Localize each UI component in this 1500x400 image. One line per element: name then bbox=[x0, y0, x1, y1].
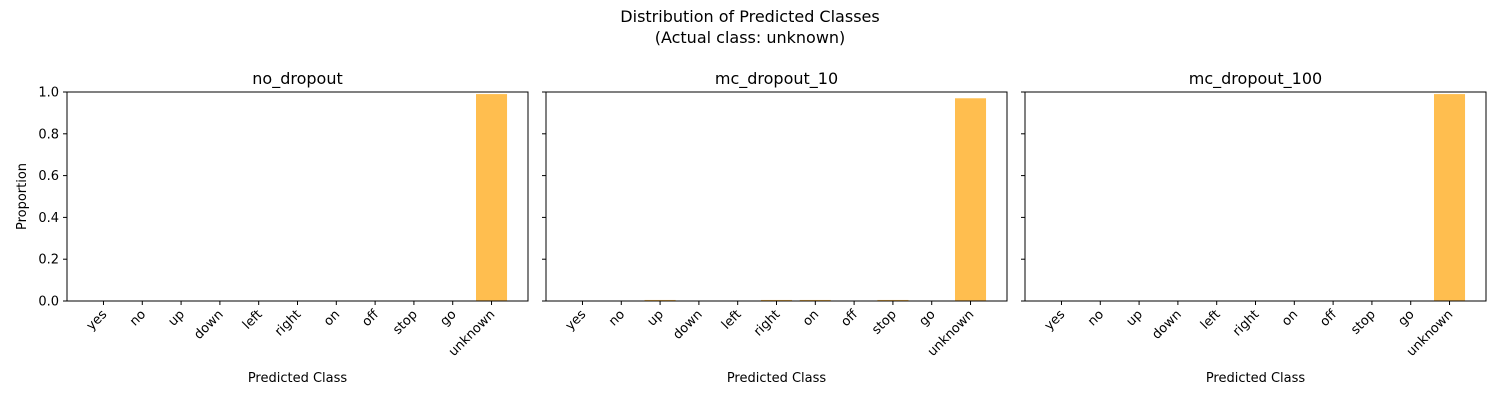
bar-unknown bbox=[476, 94, 508, 301]
x-tick-label-no: no bbox=[127, 307, 149, 329]
x-tick-label-no: no bbox=[606, 307, 628, 329]
x-tick-label-yes: yes bbox=[84, 307, 111, 334]
y-tick-label: 0.2 bbox=[38, 253, 59, 268]
y-axis-label: Proportion bbox=[15, 163, 30, 230]
x-tick-label-go: go bbox=[437, 307, 459, 329]
bar-unknown bbox=[955, 98, 987, 302]
bar-up bbox=[644, 299, 676, 301]
bar-right bbox=[760, 299, 793, 301]
plot-frame bbox=[66, 91, 529, 302]
x-tick-label-yes: yes bbox=[563, 307, 590, 334]
x-tick-label-off: off bbox=[1317, 306, 1340, 329]
x-tick-label-left: left bbox=[719, 307, 745, 333]
x-tick-label-right: right bbox=[751, 307, 783, 339]
x-tick-label-down: down bbox=[191, 307, 226, 342]
panel-title: no_dropout bbox=[252, 69, 342, 89]
panel-title: mc_dropout_10 bbox=[715, 69, 838, 89]
bar-unknown bbox=[1434, 94, 1466, 301]
y-tick-label: 0.8 bbox=[38, 127, 59, 142]
y-tick-label: 0.4 bbox=[38, 211, 59, 226]
x-tick-label-go: go bbox=[916, 307, 938, 329]
x-tick-label-stop: stop bbox=[390, 307, 420, 337]
x-tick-label-yes: yes bbox=[1042, 307, 1069, 334]
figure-subtitle: (Actual class: unknown) bbox=[655, 28, 846, 47]
plot-frame bbox=[1024, 91, 1487, 302]
x-tick-label-left: left bbox=[240, 307, 266, 333]
y-tick-label: 0.0 bbox=[38, 295, 59, 310]
x-tick-label-on: on bbox=[321, 307, 343, 329]
x-tick-label-down: down bbox=[1149, 307, 1184, 342]
figure-title: Distribution of Predicted Classes bbox=[620, 7, 879, 26]
bar-stop bbox=[877, 299, 909, 301]
panel-title: mc_dropout_100 bbox=[1189, 69, 1322, 89]
x-tick-label-up: up bbox=[166, 307, 188, 329]
panel-no_dropout: no_dropout 0.0 0.2 0.4 0.6 0.8 1.0 yes no up down l… bbox=[15, 69, 529, 386]
x-tick-label-right: right bbox=[272, 307, 304, 339]
x-axis-label: Predicted Class bbox=[727, 371, 827, 386]
x-tick-label-right: right bbox=[1230, 307, 1262, 339]
x-tick-label-go: go bbox=[1395, 307, 1417, 329]
x-tick-label-left: left bbox=[1198, 307, 1224, 333]
x-axis-label: Predicted Class bbox=[248, 371, 348, 386]
x-tick-label-stop: stop bbox=[869, 307, 899, 337]
y-tick-label: 0.6 bbox=[38, 169, 59, 184]
bar-on bbox=[799, 299, 831, 301]
x-tick-label-on: on bbox=[1279, 307, 1301, 329]
x-tick-label-off: off bbox=[838, 306, 861, 329]
x-tick-label-up: up bbox=[645, 307, 667, 329]
x-tick-label-off: off bbox=[359, 306, 382, 329]
x-tick-label-no: no bbox=[1085, 307, 1107, 329]
x-tick-label-up: up bbox=[1124, 307, 1146, 329]
x-axis-label: Predicted Class bbox=[1206, 371, 1306, 386]
x-tick-label-stop: stop bbox=[1348, 307, 1378, 337]
x-tick-label-on: on bbox=[800, 307, 822, 329]
y-tick-label: 1.0 bbox=[38, 86, 59, 101]
x-tick-label-down: down bbox=[670, 307, 705, 342]
plot-frame bbox=[545, 91, 1008, 302]
